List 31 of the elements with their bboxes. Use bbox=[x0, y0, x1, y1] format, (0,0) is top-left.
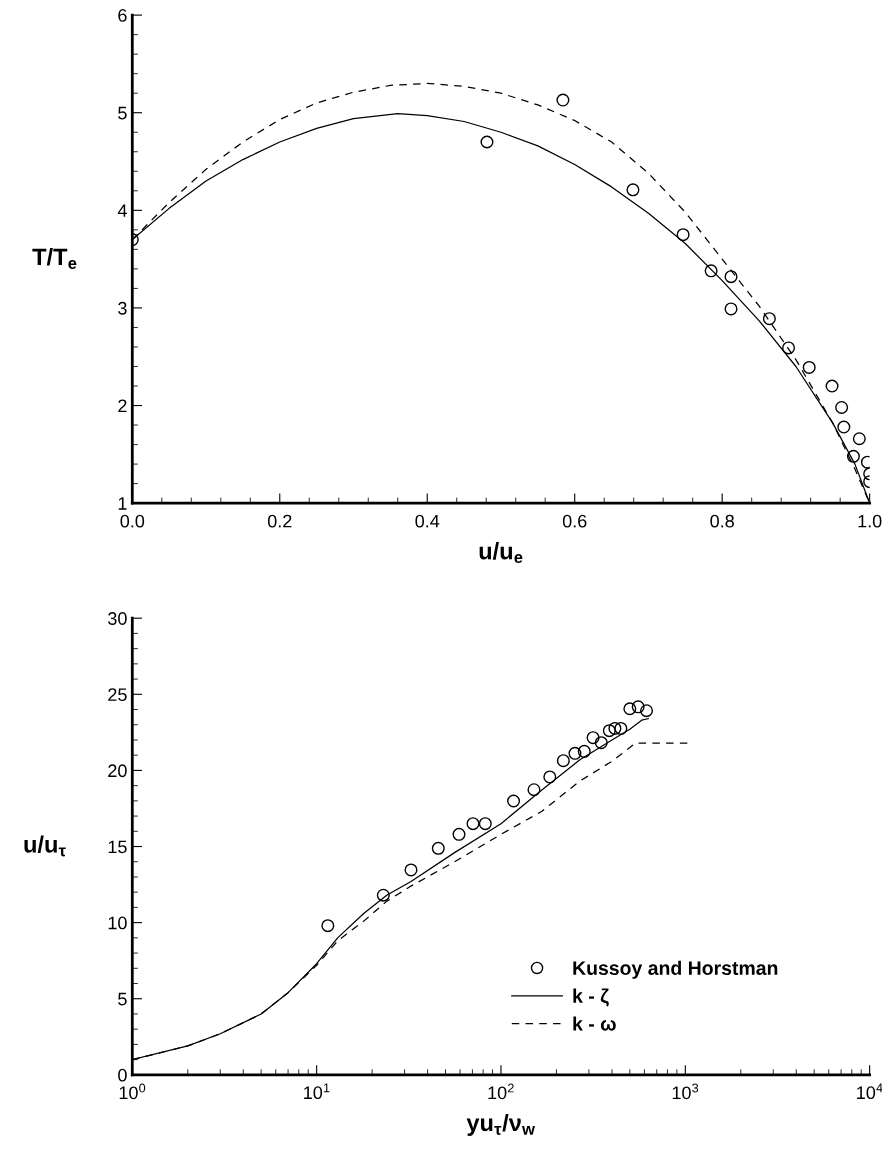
y-tick-label: 6 bbox=[118, 9, 127, 22]
x-tick-label: 0.2 bbox=[267, 514, 292, 528]
x-tick-label: 10$^{1}$ bbox=[304, 1083, 330, 1100]
y-tick-label: 3 bbox=[118, 301, 127, 315]
x-tick-label: 10$^{4}$ bbox=[857, 1083, 882, 1100]
x-tick-label: 0.8 bbox=[710, 514, 734, 528]
y-axis-title: u/u$_{τ}$ bbox=[24, 835, 66, 857]
y-tick-label: 1 bbox=[118, 497, 127, 510]
x-tick-label: 10$^{0}$ bbox=[119, 1083, 146, 1100]
legend-label: k - ω bbox=[573, 1016, 616, 1031]
x-tick-label: 0.0 bbox=[120, 514, 145, 528]
x-axis-title: yu$_{τ}$/ν$_{w}$ bbox=[466, 1113, 535, 1136]
x-tick-label: 10$^{3}$ bbox=[672, 1083, 699, 1100]
legend-label: Kussoy and Horstman bbox=[573, 960, 778, 979]
y-tick-label: 25 bbox=[108, 688, 127, 702]
y-tick-label: 0 bbox=[118, 1068, 127, 1082]
x-tick-label: 1.0 bbox=[858, 514, 882, 528]
y-tick-label: 5 bbox=[118, 106, 127, 120]
y-tick-label: 10 bbox=[108, 916, 127, 930]
y-tick-label: 30 bbox=[108, 612, 127, 625]
x-tick-label: 0.4 bbox=[415, 514, 440, 528]
x-tick-label: 10$^{2}$ bbox=[488, 1083, 514, 1100]
y-axis-title: T/T$_{e}$ bbox=[32, 248, 77, 270]
y-tick-label: 20 bbox=[108, 764, 127, 778]
y-tick-label: 5 bbox=[118, 992, 127, 1006]
y-tick-label: 4 bbox=[117, 204, 127, 217]
x-tick-label: 0.6 bbox=[562, 514, 587, 528]
y-tick-label: 15 bbox=[108, 840, 127, 854]
x-axis-title: u/u$_{e}$ bbox=[479, 542, 523, 564]
y-tick-label: 2 bbox=[118, 399, 127, 413]
legend-label: k - ζ bbox=[573, 988, 609, 1007]
